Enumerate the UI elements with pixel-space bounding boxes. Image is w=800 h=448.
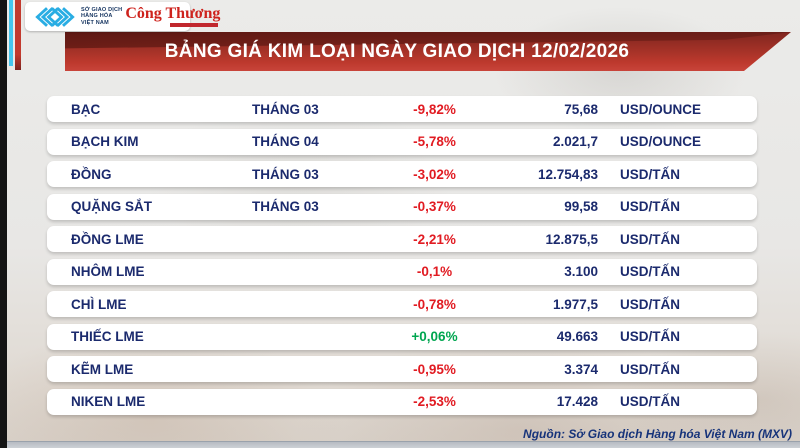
contract-month: THÁNG 04	[252, 134, 319, 149]
price-unit: USD/OUNCE	[620, 101, 702, 117]
percent-change: -3,02%	[413, 166, 456, 182]
contract-month: THÁNG 03	[252, 101, 319, 117]
commodity-name: KẼM LME	[71, 361, 134, 377]
price-unit: USD/TẤN	[620, 166, 680, 182]
commodity-name: NHÔM LME	[71, 264, 145, 279]
percent-change: -0,37%	[413, 199, 456, 214]
table-row: ĐỒNG LME -2,21% 12.875,5 USD/TẤN	[47, 226, 757, 252]
mxv-org-name: SỞ GIAO DỊCH HÀNG HÓA VIỆT NAM	[81, 7, 122, 27]
price-value: 3.374	[564, 361, 598, 377]
title-banner: BẢNG GIÁ KIM LOẠI NGÀY GIAO DỊCH 12/02/2…	[65, 32, 791, 71]
mxv-chevrons-icon	[35, 6, 75, 27]
logo-plate: SỞ GIAO DỊCH HÀNG HÓA VIỆT NAM Công Thươ…	[25, 2, 220, 31]
page-title: BẢNG GIÁ KIM LOẠI NGÀY GIAO DỊCH 12/02/2…	[164, 41, 630, 62]
price-unit: USD/TẤN	[620, 296, 680, 312]
percent-change: -5,78%	[413, 134, 456, 149]
percent-change: -9,82%	[413, 101, 456, 117]
price-value: 2.021,7	[552, 134, 598, 149]
table-row: NHÔM LME -0,1% 3.100 USD/TẤN	[47, 258, 757, 285]
percent-change: -0,78%	[413, 296, 456, 312]
bottom-edge-strip	[0, 441, 800, 448]
price-value: 1.977,5	[552, 296, 598, 312]
commodity-name: ĐỒNG LME	[71, 231, 144, 247]
commodity-name: CHÌ LME	[71, 296, 127, 312]
percent-change: -0,1%	[416, 264, 453, 279]
contract-month: THÁNG 03	[252, 166, 319, 182]
price-value: 3.100	[564, 264, 598, 279]
contract-month: THÁNG 03	[252, 199, 319, 214]
percent-change: -2,53%	[413, 394, 456, 409]
table-row: BẠCH KIM THÁNG 04 -5,78% 2.021,7 USD/OUN…	[47, 128, 757, 155]
commodity-name: ĐỒNG	[71, 166, 112, 182]
table-row: CHÌ LME -0,78% 1.977,5 USD/TẤN	[47, 291, 757, 317]
commodity-name: THIẾC LME	[71, 329, 144, 344]
price-unit: USD/TẤN	[620, 264, 680, 279]
org-line-2: HÀNG HÓA	[81, 13, 113, 20]
table-row: BẠC THÁNG 03 -9,82% 75,68 USD/OUNCE	[47, 96, 757, 122]
price-unit: USD/TẤN	[620, 394, 680, 409]
congthuong-tagline-bar	[170, 23, 219, 27]
price-unit: USD/OUNCE	[620, 134, 702, 149]
commodity-name: BẠCH KIM	[71, 134, 139, 149]
commodity-name: BẠC	[71, 101, 101, 117]
left-red-stripe	[15, 0, 21, 70]
price-value: 12.875,5	[545, 231, 598, 247]
congthuong-wordmark: Công Thương	[125, 5, 221, 22]
org-line-1: SỞ GIAO DỊCH	[81, 6, 123, 13]
percent-change: -2,21%	[413, 231, 456, 247]
left-black-bar	[0, 0, 7, 448]
price-value: 99,58	[564, 199, 598, 214]
table-row: NIKEN LME -2,53% 17.428 USD/TẤN	[47, 388, 757, 415]
price-table: BẠC THÁNG 03 -9,82% 75,68 USD/OUNCE BẠCH…	[47, 96, 757, 421]
percent-change: +0,06%	[411, 329, 458, 344]
price-value: 49.663	[556, 329, 598, 344]
congthuong-logo: Công Thương	[125, 6, 220, 27]
price-unit: USD/TẤN	[620, 231, 680, 247]
org-line-3: VIỆT NAM	[81, 19, 109, 26]
price-unit: USD/TẤN	[620, 199, 680, 214]
price-value: 75,68	[564, 101, 598, 117]
source-credit: Nguồn: Sở Giao dịch Hàng hóa Việt Nam (M…	[523, 427, 792, 441]
left-cyan-stripe	[9, 0, 13, 66]
table-row: ĐỒNG THÁNG 03 -3,02% 12.754,83 USD/TẤN	[47, 161, 757, 187]
price-unit: USD/TẤN	[620, 361, 680, 377]
table-row: THIẾC LME +0,06% 49.663 USD/TẤN	[47, 323, 757, 350]
table-row: QUẶNG SẮT THÁNG 03 -0,37% 99,58 USD/TẤN	[47, 193, 757, 220]
table-row: KẼM LME -0,95% 3.374 USD/TẤN	[47, 356, 757, 382]
percent-change: -0,95%	[413, 361, 456, 377]
price-unit: USD/TẤN	[620, 329, 680, 344]
price-value: 12.754,83	[537, 166, 598, 182]
commodity-name: NIKEN LME	[71, 394, 146, 409]
price-value: 17.428	[556, 394, 598, 409]
commodity-name: QUẶNG SẮT	[71, 199, 152, 214]
